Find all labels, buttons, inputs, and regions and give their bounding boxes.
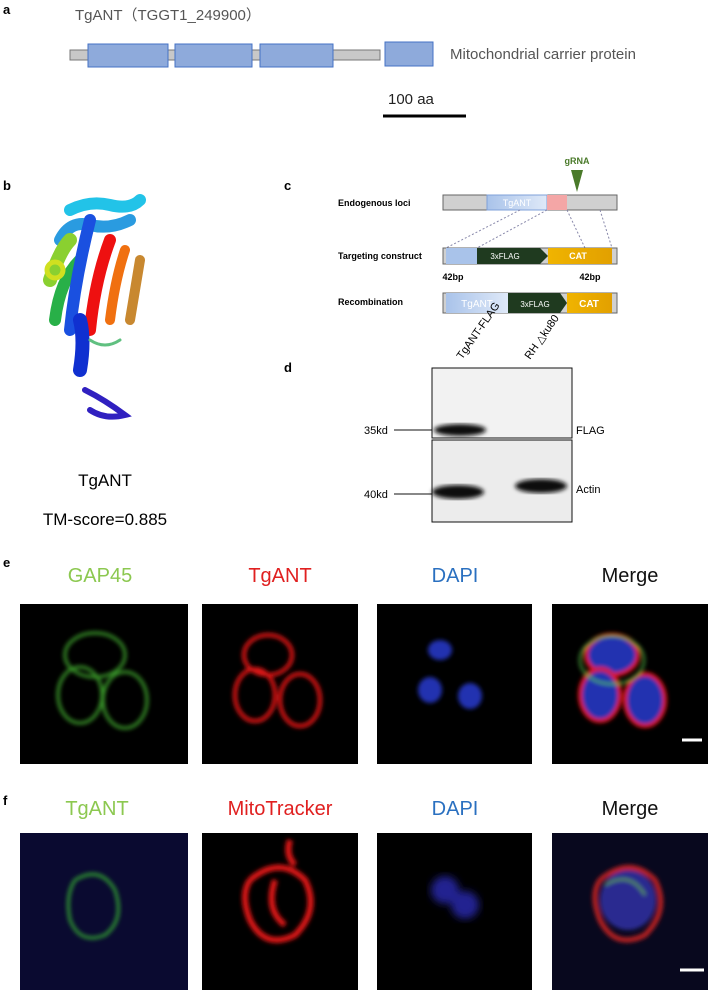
lane-label: RH △ku80 <box>523 313 562 362</box>
homology-label: 42bp <box>442 272 464 282</box>
marker-label: 40kd <box>364 489 388 501</box>
scale-label: 100 aa <box>388 91 435 108</box>
panel-label: a <box>3 2 11 17</box>
protein-structure <box>43 194 146 420</box>
box-label: TgANT <box>503 198 532 208</box>
micrograph <box>552 833 708 990</box>
panel-label: e <box>3 555 10 570</box>
panel-label: d <box>284 360 292 375</box>
box-label: 3xFLAG <box>490 252 519 261</box>
micrograph <box>202 604 358 764</box>
cat-box <box>548 248 612 264</box>
channel-label: Merge <box>602 565 659 587</box>
channel-label: DAPI <box>432 565 479 587</box>
band <box>434 424 486 436</box>
protein-name: TgANT <box>78 471 132 490</box>
cat-box <box>567 293 612 313</box>
legend-text: Mitochondrial carrier protein <box>450 46 636 63</box>
band-label: Actin <box>576 484 600 496</box>
tm-score: TM-score=0.885 <box>43 510 167 529</box>
micrograph <box>20 833 188 990</box>
row-label: Endogenous loci <box>338 198 411 208</box>
flag-box <box>477 248 548 264</box>
gene-title: TgANT（TGGT1_249900） <box>75 7 261 24</box>
flag-box <box>508 293 567 313</box>
homology-lines <box>445 209 613 249</box>
tgant-box <box>446 293 508 313</box>
grna-label: gRNA <box>565 156 590 166</box>
channel-label: Merge <box>602 798 659 820</box>
panel-label: c <box>284 178 291 193</box>
box-label: TgANT <box>461 299 493 310</box>
box-label: CAT <box>579 299 599 310</box>
micrograph <box>202 833 358 990</box>
micrograph <box>377 604 532 764</box>
band <box>432 485 484 499</box>
micrograph <box>552 604 708 764</box>
band-label: FLAG <box>576 425 605 437</box>
micrograph <box>20 604 188 764</box>
homology-label: 42bp <box>579 272 601 282</box>
panel-label: b <box>3 178 11 193</box>
band <box>515 479 567 493</box>
channel-label: MitoTracker <box>228 798 333 820</box>
domain <box>87 43 169 68</box>
micrograph <box>377 833 532 990</box>
channel-label: TgANT <box>65 798 128 820</box>
utr-box <box>547 195 567 210</box>
homology-arm <box>446 248 477 264</box>
panel-label: f <box>3 793 8 808</box>
marker-label: 35kd <box>364 425 388 437</box>
domain <box>259 43 334 68</box>
channel-label: TgANT <box>248 565 311 587</box>
row-label: Targeting construct <box>338 251 422 261</box>
legend-swatch <box>384 41 434 67</box>
box-label: CAT <box>569 251 587 261</box>
channel-label: DAPI <box>432 798 479 820</box>
box-label: 3xFLAG <box>520 300 549 309</box>
channel-label: GAP45 <box>68 565 132 587</box>
domain <box>174 43 253 68</box>
row-label: Recombination <box>338 297 403 307</box>
grna-marker <box>571 170 583 192</box>
